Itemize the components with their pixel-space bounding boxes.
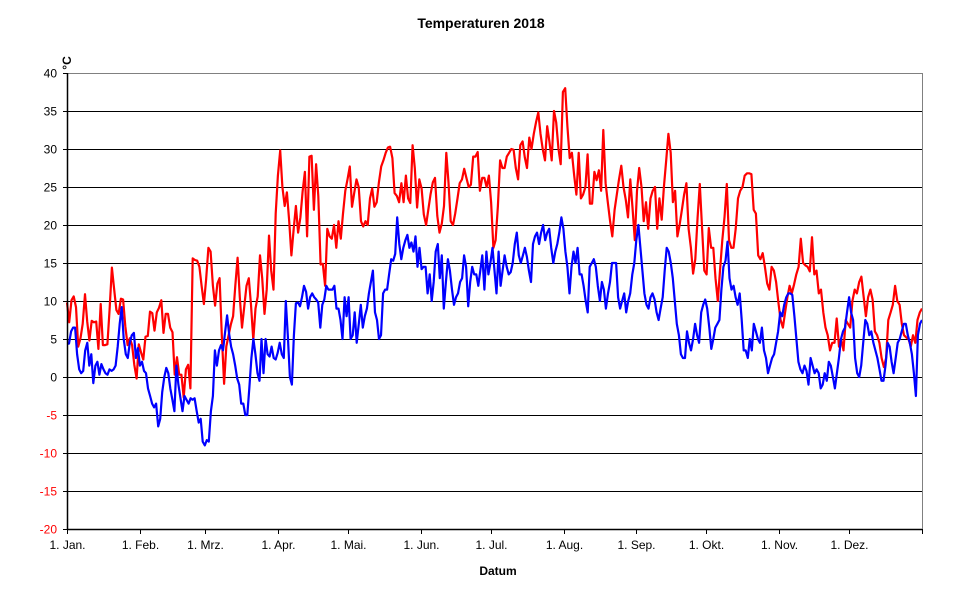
y-tick-label: 30 xyxy=(44,143,58,157)
y-tick-label: 40 xyxy=(44,67,58,81)
y-tick-label: -5 xyxy=(46,409,57,423)
x-tick-label: 1. Sep. xyxy=(617,538,655,552)
y-tick-label: 5 xyxy=(50,333,57,347)
axes xyxy=(66,73,923,531)
y-tick-label: 15 xyxy=(44,257,58,271)
y-tick-label: 35 xyxy=(44,105,58,119)
x-tick-label: 1. Jun. xyxy=(403,538,439,552)
x-tick-label: 1. Feb. xyxy=(122,538,159,552)
series-line-tmax xyxy=(65,87,923,399)
y-tick-label: -10 xyxy=(40,447,58,461)
y-axis-ticks: 40 35 30 25 20 15 10 5 0 -5 -10 -15 -20 xyxy=(40,67,67,537)
x-tick-label: 1. Mrz. xyxy=(187,538,224,552)
y-tick-label: 20 xyxy=(44,219,58,233)
x-tick-label: 1. Okt. xyxy=(689,538,724,552)
x-tick-label: 1. Apr. xyxy=(261,538,295,552)
y-tick-label: -15 xyxy=(40,485,58,499)
x-tick-label: 1. Dez. xyxy=(830,538,868,552)
y-tick-label: 10 xyxy=(44,295,58,309)
x-tick-label: 1. Aug. xyxy=(546,538,583,552)
x-axis-label: Datum xyxy=(479,564,516,578)
y-axis-label: °C xyxy=(60,56,74,70)
x-tick-label: 1. Jan. xyxy=(49,538,85,552)
x-tick-label: 1. Nov. xyxy=(761,538,798,552)
x-tick-label: 1. Jul. xyxy=(475,538,507,552)
x-tick-label: 1. Mai. xyxy=(330,538,366,552)
chart-title: Temperaturen 2018 xyxy=(417,15,545,31)
y-tick-label: 0 xyxy=(50,371,57,385)
series-lines xyxy=(65,87,923,447)
y-tick-label: 25 xyxy=(44,181,58,195)
x-axis-ticks: 1. Jan. 1. Feb. 1. Mrz. 1. Apr. 1. Mai. 1. Ju… xyxy=(49,529,923,552)
y-tick-label: -20 xyxy=(40,523,58,537)
series-line-tmin xyxy=(67,216,923,447)
